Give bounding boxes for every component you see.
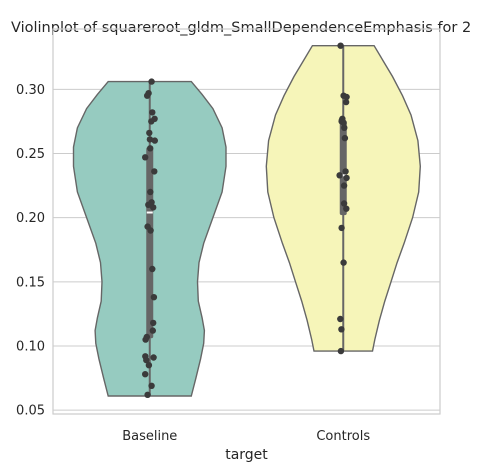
data-point <box>148 78 155 85</box>
data-point <box>148 382 155 389</box>
x-tick-label: Baseline <box>122 429 177 444</box>
data-point <box>341 124 348 131</box>
y-tick-label: 0.05 <box>16 404 45 419</box>
data-point <box>338 326 345 333</box>
data-point <box>143 356 150 364</box>
data-point <box>142 371 149 378</box>
data-point <box>340 119 347 126</box>
chart-title: Violinplot of squareroot_gldm_SmallDepen… <box>11 20 471 36</box>
plot-frame <box>52 28 441 415</box>
data-point <box>342 98 350 106</box>
data-point <box>336 172 343 179</box>
data-point <box>144 391 151 398</box>
iqr-box-baseline <box>146 147 154 339</box>
data-point <box>150 204 157 211</box>
data-point <box>343 205 350 212</box>
data-point <box>149 327 156 334</box>
x-tick-label: Controls <box>316 429 370 444</box>
y-tick-label: 0.15 <box>16 275 45 290</box>
data-point <box>150 319 157 327</box>
data-point <box>341 134 349 142</box>
y-tick-label: 0.30 <box>16 83 45 98</box>
data-point <box>147 227 154 234</box>
data-point <box>343 174 350 182</box>
data-point <box>146 129 153 137</box>
data-point <box>144 92 151 99</box>
x-axis-label: target <box>225 447 268 463</box>
y-tick-labels: 0.05 0.10 0.15 0.20 0.25 0.30 <box>16 83 45 419</box>
data-point <box>340 259 347 266</box>
data-point <box>145 362 153 369</box>
data-point <box>142 336 149 343</box>
data-point <box>145 201 152 208</box>
data-point <box>146 136 154 143</box>
data-point <box>142 154 149 161</box>
data-point <box>151 137 158 144</box>
data-point <box>147 145 154 152</box>
y-tick-label: 0.20 <box>16 211 45 226</box>
data-point <box>150 294 158 301</box>
data-point <box>151 168 158 175</box>
data-point <box>337 347 345 355</box>
data-point <box>338 224 345 232</box>
data-point <box>340 200 348 207</box>
y-tick-label: 0.10 <box>16 339 45 354</box>
y-tick-label: 0.25 <box>16 147 45 162</box>
data-point <box>149 109 156 116</box>
data-point <box>340 182 348 189</box>
data-point <box>149 265 156 273</box>
data-point <box>337 315 344 323</box>
data-point <box>337 42 344 49</box>
x-tick-labels: Baseline Controls <box>122 429 370 444</box>
data-point <box>343 93 350 101</box>
data-point <box>147 188 154 196</box>
iqr-box-controls <box>339 121 347 216</box>
data-point <box>148 118 155 125</box>
violins <box>72 42 422 398</box>
data-point <box>150 354 157 361</box>
data-point <box>342 168 349 175</box>
